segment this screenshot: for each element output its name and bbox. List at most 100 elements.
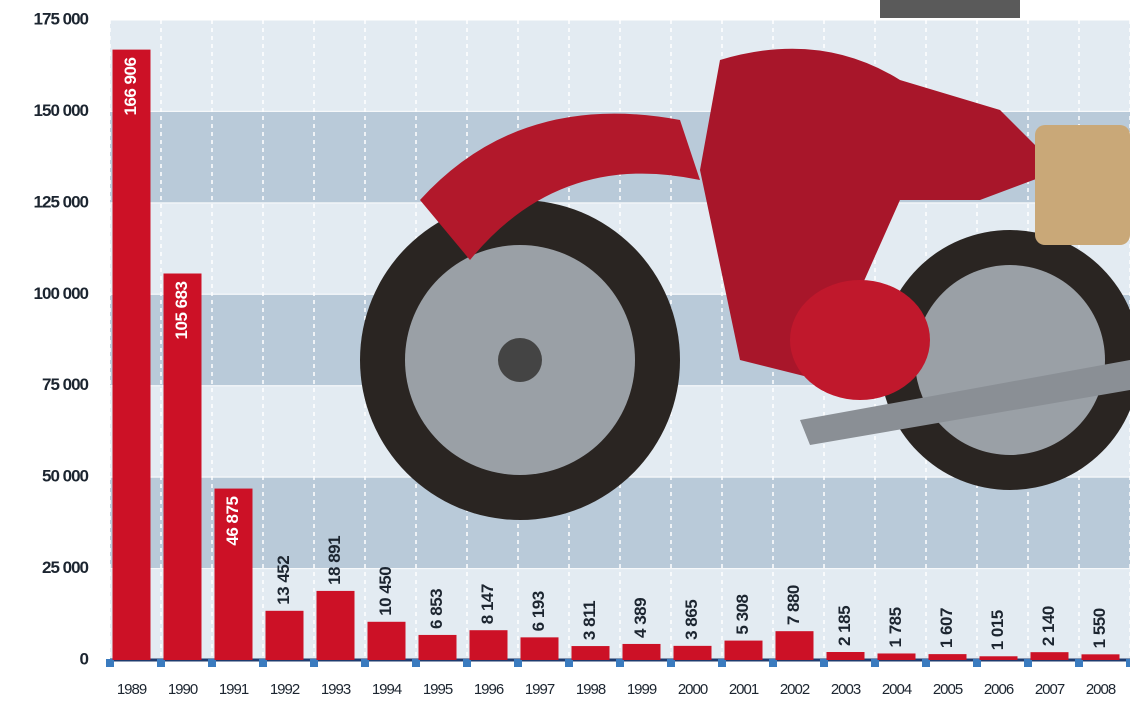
bar-value-label: 166 906: [121, 58, 140, 116]
x-axis-tick: [718, 659, 726, 667]
bar: [112, 49, 151, 661]
bar-value-label: 2 185: [835, 606, 854, 646]
x-tick-label: 1994: [372, 681, 402, 698]
bar-value-label: 5 308: [733, 595, 752, 635]
x-axis-tick: [820, 659, 828, 667]
bar: [928, 654, 967, 660]
bar-value-label: 10 450: [376, 567, 395, 616]
bar: [418, 634, 457, 660]
bar-value-label: 1 607: [937, 608, 956, 648]
x-tick-label: 2004: [882, 681, 912, 698]
x-axis-tick: [616, 659, 624, 667]
bar: [622, 643, 661, 660]
y-tick-label: 0: [80, 649, 89, 668]
x-tick-label: 2001: [729, 681, 759, 698]
bar-value-label: 8 147: [478, 584, 497, 624]
bar: [775, 631, 814, 660]
bar-value-label: 105 683: [172, 281, 191, 339]
bar: [673, 645, 712, 660]
x-axis-tick: [565, 659, 573, 667]
x-axis-tick: [106, 659, 114, 667]
bar-value-label: 3 865: [682, 600, 701, 640]
bar: [877, 653, 916, 660]
bar: [265, 610, 304, 660]
x-axis-tick: [1075, 659, 1083, 667]
exhaust: [800, 360, 1130, 445]
bar: [1081, 654, 1120, 660]
x-axis-tick: [973, 659, 981, 667]
y-tick-label: 150 000: [34, 101, 89, 120]
x-tick-label: 1997: [525, 681, 555, 698]
x-axis-tick: [769, 659, 777, 667]
x-axis-tick: [412, 659, 420, 667]
x-tick-label: 2005: [933, 681, 963, 698]
x-axis-tick: [310, 659, 318, 667]
saddlebag: [1035, 125, 1130, 245]
x-axis-tick: [922, 659, 930, 667]
bar-value-label: 1 785: [886, 607, 905, 647]
x-tick-label: 2002: [780, 681, 810, 698]
x-axis-tick: [514, 659, 522, 667]
bar-value-label: 3 811: [580, 601, 599, 640]
bar-value-label: 6 853: [427, 589, 446, 629]
front-hub: [498, 338, 542, 382]
bar: [163, 273, 202, 660]
x-tick-label: 1996: [474, 681, 504, 698]
plot-foreground: 0 25 000 50 000 75 000 100 000 125 000 150 000…: [34, 9, 1130, 698]
y-tick-label: 75 000: [42, 375, 89, 394]
motorcycle-illustration: [360, 0, 1130, 520]
front-fender: [420, 113, 700, 260]
bar-value-label: 7 880: [784, 585, 803, 625]
bar: [520, 637, 559, 660]
bar-value-label: 6 193: [529, 591, 548, 631]
x-tick-label: 1995: [423, 681, 453, 698]
engine-cover: [790, 280, 930, 400]
bar: [367, 621, 406, 660]
bar-value-label: 1 015: [988, 610, 1007, 650]
x-tick-label: 1999: [627, 681, 657, 698]
x-axis-tick: [871, 659, 879, 667]
bar: [724, 640, 763, 660]
x-axis-tick: [1126, 659, 1130, 667]
y-tick-label: 125 000: [34, 192, 89, 211]
bar: [571, 646, 610, 660]
bar: [1030, 652, 1069, 660]
bar-value-label: 18 891: [325, 536, 344, 585]
frame-tank: [700, 48, 1060, 380]
y-tick-label: 25 000: [42, 558, 89, 577]
x-axis-tick: [667, 659, 675, 667]
x-tick-label: 1998: [576, 681, 606, 698]
x-axis-tick: [157, 659, 165, 667]
x-tick-label: 1991: [219, 681, 249, 698]
x-tick-label: 2003: [831, 681, 861, 698]
x-tick-label: 2008: [1086, 681, 1116, 698]
x-axis-tick: [463, 659, 471, 667]
bar-value-label: 13 452: [274, 556, 293, 605]
x-axis-tick: [259, 659, 267, 667]
x-axis-tick: [208, 659, 216, 667]
x-axis-tick: [1024, 659, 1032, 667]
bar: [826, 652, 865, 660]
x-axis-tick: [361, 659, 369, 667]
bar: [316, 590, 355, 660]
bar-value-label: 4 389: [631, 598, 650, 638]
bar-value-label: 46 875: [223, 497, 242, 546]
rear-rim: [915, 265, 1105, 455]
bar: [469, 630, 508, 660]
bar: [214, 488, 253, 660]
bar-value-label: 1 550: [1090, 608, 1109, 648]
x-tick-label: 2006: [984, 681, 1014, 698]
y-tick-label: 100 000: [34, 284, 89, 303]
x-tick-label: 1992: [270, 681, 300, 698]
bar: [979, 656, 1018, 660]
x-tick-label: 2007: [1035, 681, 1065, 698]
handlebar: [880, 0, 1020, 18]
grid-band: [110, 477, 1130, 569]
y-tick-label: 175 000: [34, 9, 89, 28]
bar-value-label: 2 140: [1039, 606, 1058, 646]
y-tick-label: 50 000: [42, 467, 89, 486]
x-tick-label: 1990: [168, 681, 198, 698]
x-tick-label: 2000: [678, 681, 708, 698]
x-tick-label: 1993: [321, 681, 351, 698]
